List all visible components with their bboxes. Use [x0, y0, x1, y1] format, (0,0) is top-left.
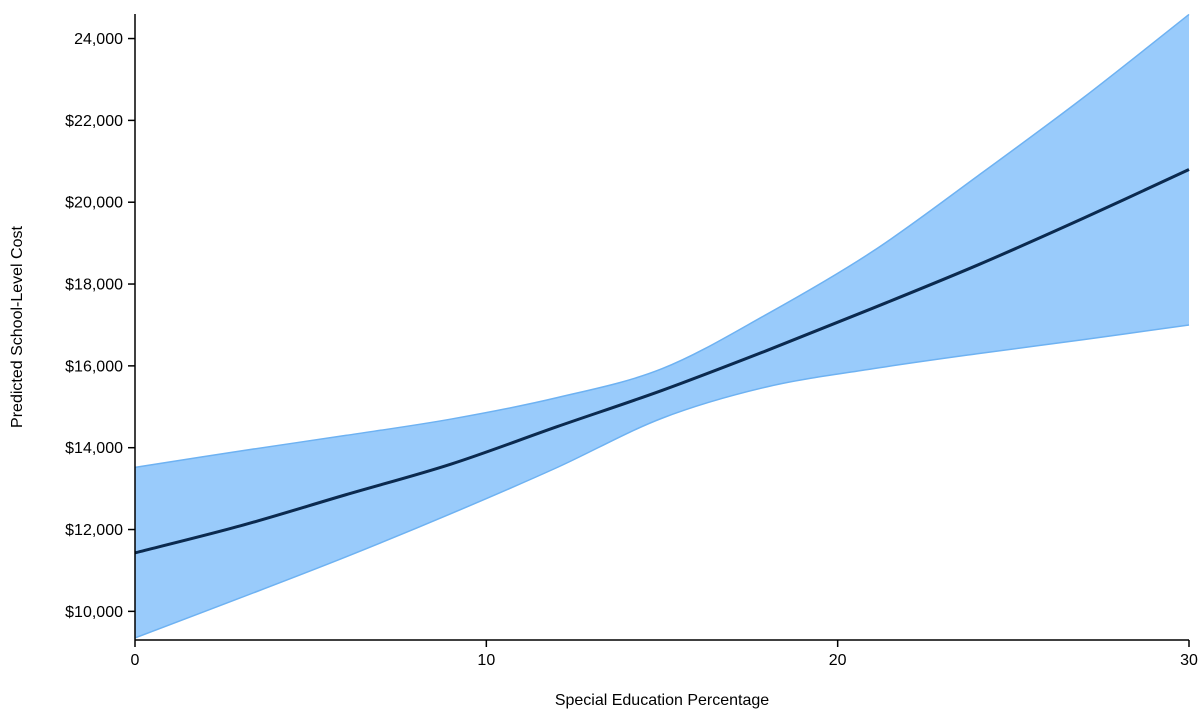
plot-area [134, 13, 1190, 639]
y-tick-label: $22,000 [65, 113, 123, 130]
x-tick-label: 10 [477, 652, 495, 669]
x-tick-label: 20 [829, 652, 847, 669]
y-tick-label: $16,000 [65, 358, 123, 375]
y-tick-label: $20,000 [65, 195, 123, 212]
x-tick-label: 0 [131, 652, 140, 669]
y-tick-label: $10,000 [65, 604, 123, 621]
confidence-band [135, 14, 1189, 638]
x-tick-label: 30 [1180, 652, 1198, 669]
y-tick-label: $12,000 [65, 522, 123, 539]
axes: $10,000 $12,000 $14,000 $16,000 $18,000 $20,0… [65, 14, 1198, 669]
y-tick-label: 24,000 [74, 31, 123, 48]
confidence-band-lower-edge [134, 324, 1190, 639]
confidence-band-upper-edge [134, 13, 1190, 469]
y-axis-title: Predicted School-Level Cost [9, 226, 26, 428]
y-tick-label: $14,000 [65, 440, 123, 457]
x-axis-title: Special Education Percentage [555, 692, 769, 709]
prediction-line [134, 168, 1190, 555]
y-tick-label: $18,000 [65, 277, 123, 294]
